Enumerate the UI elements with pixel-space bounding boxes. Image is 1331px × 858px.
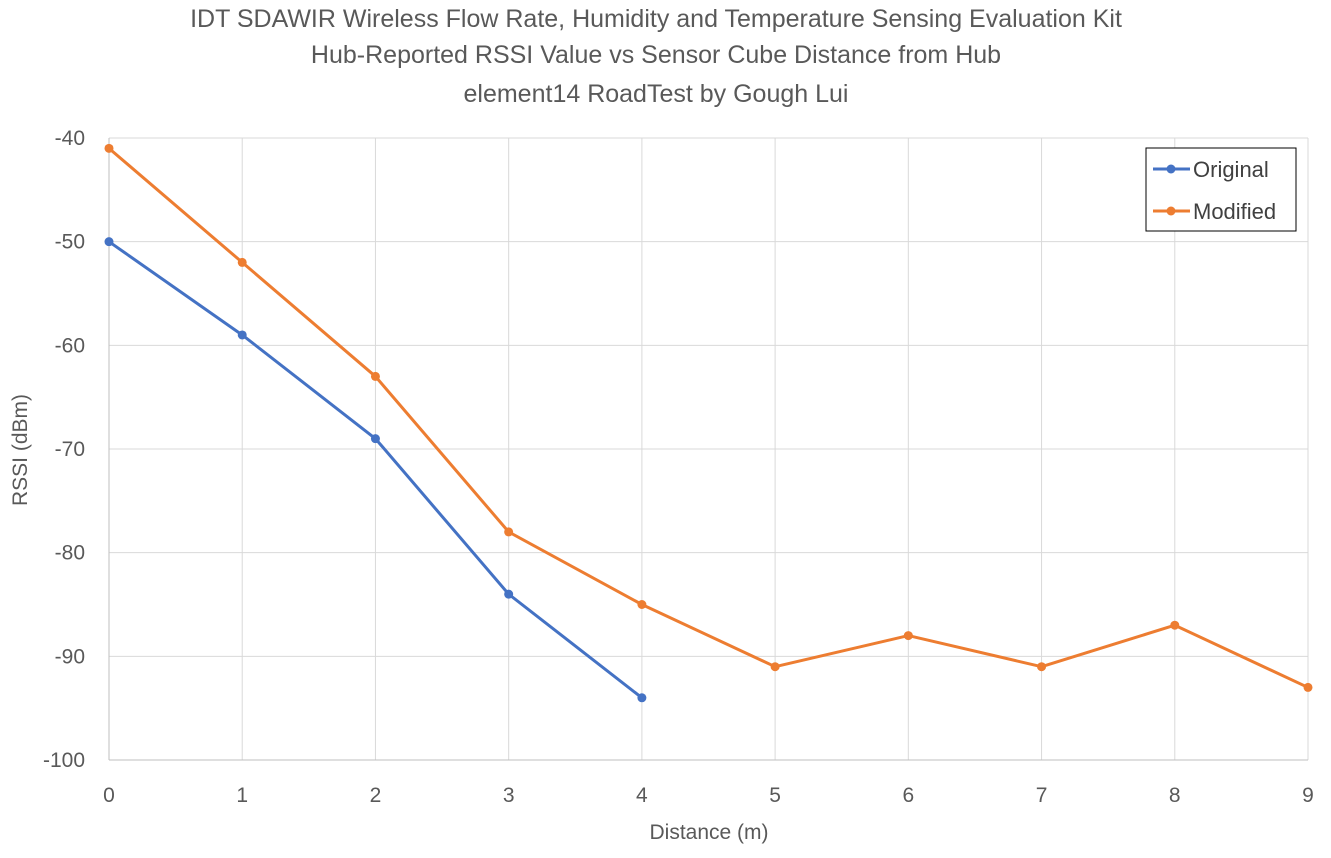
x-tick-label: 3 <box>503 784 515 807</box>
data-point-original <box>637 693 647 703</box>
tick-labels: -40 -50 -60 -70 -80 -90 -100 0 1 2 3 4 5 6 7 8 9 <box>43 127 1314 807</box>
y-tick-label: -100 <box>43 749 85 772</box>
data-point-original <box>237 330 247 340</box>
data-point-original <box>104 237 114 247</box>
series-line-modified <box>108 147 1309 689</box>
x-tick-label: 4 <box>636 784 648 807</box>
data-point-modified <box>1303 682 1313 692</box>
data-point-modified <box>1170 620 1180 630</box>
data-point-modified <box>237 257 247 267</box>
legend-label-modified: Modified <box>1193 199 1276 224</box>
legend: Original Modified <box>1145 147 1297 232</box>
data-point-original <box>370 434 380 444</box>
x-tick-label: 9 <box>1302 784 1314 807</box>
data-point-modified <box>770 662 780 672</box>
x-tick-label: 8 <box>1169 784 1181 807</box>
y-tick-label: -50 <box>55 231 85 254</box>
y-tick-label: -40 <box>55 127 85 150</box>
data-point-modified <box>370 371 380 381</box>
chart-title: IDT SDAWIR Wireless Flow Rate, Humidity … <box>190 5 1122 108</box>
y-tick-label: -60 <box>55 334 85 357</box>
legend-box <box>1145 147 1297 232</box>
x-tick-label: 0 <box>103 784 115 807</box>
data-point-modified <box>1037 662 1047 672</box>
data-point-modified <box>637 600 647 609</box>
x-tick-label: 6 <box>902 784 914 807</box>
x-tick-label: 1 <box>236 784 248 807</box>
data-point-modified <box>104 143 114 153</box>
x-tick-label: 2 <box>370 784 382 807</box>
chart-title-line-2: Hub-Reported RSSI Value vs Sensor Cube D… <box>311 41 1001 69</box>
data-point-modified <box>504 527 514 537</box>
chart-title-line-3: element14 RoadTest by Gough Lui <box>464 80 849 108</box>
legend-label-original: Original <box>1193 157 1269 182</box>
y-tick-label: -70 <box>55 438 85 461</box>
data-point-original <box>504 589 514 599</box>
x-axis-title: Distance (m) <box>649 821 768 844</box>
y-tick-label: -80 <box>55 542 85 565</box>
gridlines <box>109 137 1309 760</box>
legend-marker-modified <box>1166 206 1176 216</box>
x-tick-label: 5 <box>769 784 781 807</box>
y-axis-title: RSSI (dBm) <box>9 394 32 506</box>
y-tick-label: -90 <box>55 645 85 668</box>
chart-title-line-1: IDT SDAWIR Wireless Flow Rate, Humidity … <box>190 5 1122 33</box>
data-point-modified <box>903 631 913 641</box>
legend-marker-original <box>1166 164 1176 174</box>
data-series <box>104 143 1313 703</box>
x-tick-label: 7 <box>1036 784 1048 807</box>
